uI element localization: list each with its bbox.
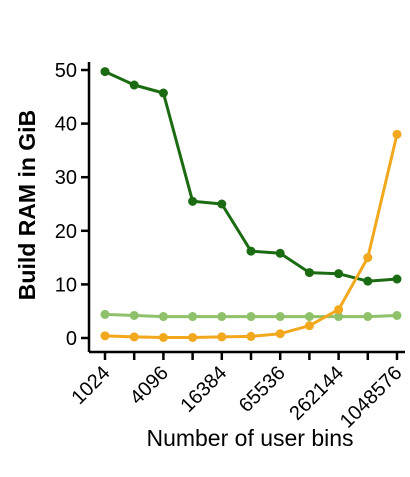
data-point bbox=[129, 310, 139, 320]
x-tick-label: 1048576 bbox=[336, 362, 407, 433]
data-point bbox=[158, 88, 168, 98]
data-point bbox=[100, 67, 110, 77]
y-tick-label: 40 bbox=[55, 114, 77, 136]
data-point bbox=[158, 332, 168, 342]
series-0 bbox=[100, 67, 402, 286]
y-tick-label: 30 bbox=[55, 167, 77, 189]
series-layer bbox=[100, 67, 402, 342]
data-point bbox=[246, 246, 256, 256]
x-axis-label: Number of user bins bbox=[146, 425, 353, 451]
data-point bbox=[392, 310, 402, 320]
y-tick-label: 10 bbox=[55, 274, 77, 296]
data-point bbox=[158, 312, 168, 322]
x-tick-label: 1024 bbox=[68, 362, 115, 409]
data-point bbox=[188, 312, 198, 322]
data-point bbox=[188, 332, 198, 342]
data-point bbox=[334, 305, 344, 315]
data-point bbox=[217, 332, 227, 342]
y-tick-label: 50 bbox=[55, 60, 77, 82]
data-point bbox=[129, 332, 139, 342]
data-point bbox=[100, 309, 110, 319]
series-1 bbox=[100, 309, 402, 322]
data-point bbox=[363, 312, 373, 322]
y-tick-label: 0 bbox=[66, 328, 77, 350]
data-point bbox=[275, 312, 285, 322]
data-point bbox=[246, 312, 256, 322]
data-point bbox=[100, 331, 110, 341]
data-point bbox=[363, 276, 373, 286]
data-point bbox=[334, 312, 344, 322]
data-point bbox=[275, 248, 285, 258]
data-point bbox=[129, 80, 139, 90]
data-point bbox=[217, 312, 227, 322]
data-point bbox=[392, 274, 402, 284]
data-point bbox=[392, 129, 402, 139]
data-point bbox=[334, 269, 344, 279]
y-axis: 0 10 20 30 40 50 bbox=[55, 60, 91, 352]
data-point bbox=[304, 268, 314, 278]
x-tick-label: 4096 bbox=[126, 362, 173, 409]
data-point bbox=[304, 312, 314, 322]
series-2 bbox=[100, 129, 402, 342]
data-point bbox=[217, 199, 227, 209]
data-point bbox=[246, 331, 256, 341]
y-tick-label: 20 bbox=[55, 221, 77, 243]
x-tick-label: 65536 bbox=[235, 362, 290, 417]
data-point bbox=[304, 321, 314, 331]
x-tick-label: 16384 bbox=[176, 362, 231, 417]
data-point bbox=[188, 196, 198, 206]
data-point bbox=[275, 329, 285, 339]
series-line bbox=[104, 133, 399, 339]
data-point bbox=[363, 253, 373, 263]
y-axis-label: Build RAM in GiB bbox=[14, 110, 40, 300]
